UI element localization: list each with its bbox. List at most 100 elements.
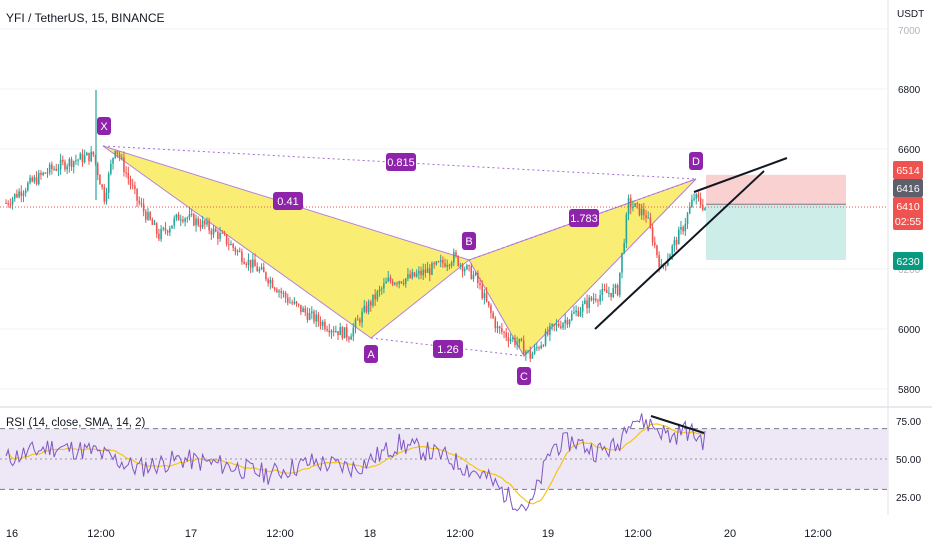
candle-body xyxy=(645,215,647,218)
candle-body xyxy=(16,193,18,198)
candle-body xyxy=(477,272,479,283)
point-label-d: D xyxy=(689,152,703,170)
candle-body xyxy=(579,311,582,317)
candle-body xyxy=(669,254,671,260)
ratio-label-box xyxy=(569,209,599,227)
candle-body xyxy=(230,243,232,246)
candle-body xyxy=(629,198,632,208)
candle-body xyxy=(531,353,534,359)
candle-body xyxy=(42,172,44,175)
candle-body xyxy=(605,289,608,293)
candle-body xyxy=(302,308,304,313)
point-label-text: D xyxy=(692,156,700,168)
candle-body xyxy=(72,161,75,167)
rsi-title: RSI (14, close, SMA, 14, 2) xyxy=(6,417,146,429)
candle-body xyxy=(649,217,652,228)
candle-body xyxy=(538,347,540,349)
candle-body xyxy=(9,204,12,206)
candle-body xyxy=(446,264,449,267)
candle-body xyxy=(424,269,427,273)
candle-body xyxy=(155,223,158,234)
candle-body xyxy=(612,287,615,297)
candle-body xyxy=(116,151,119,154)
point-label-text: C xyxy=(520,371,528,383)
rsi-line xyxy=(5,413,706,512)
candle-body xyxy=(324,321,326,330)
ratio-label-text: 0.41 xyxy=(277,196,298,208)
candle-body xyxy=(514,338,516,345)
time-tick: 12:00 xyxy=(87,528,115,540)
candle-body xyxy=(389,277,392,282)
candle-body xyxy=(562,323,564,328)
candle-body xyxy=(265,272,267,280)
candle-body xyxy=(557,323,560,327)
candle-body xyxy=(442,260,444,264)
candle-body xyxy=(83,155,86,163)
candle-body xyxy=(376,291,379,300)
candles xyxy=(5,146,706,363)
candle-body xyxy=(492,312,494,318)
target-price-badge-box xyxy=(893,252,923,270)
candle-body xyxy=(359,319,361,323)
point-label-text: B xyxy=(465,236,472,248)
rsi-tick: 25.00 xyxy=(896,493,921,504)
candle-body xyxy=(485,293,488,302)
candle-body xyxy=(529,350,532,359)
candle-body xyxy=(238,250,241,252)
candle-body xyxy=(217,231,219,239)
candle-body xyxy=(262,267,265,273)
candle-body xyxy=(398,281,400,284)
candle-body xyxy=(361,311,363,323)
candle-body xyxy=(520,338,523,341)
candle-body xyxy=(147,212,149,220)
candle-body xyxy=(490,305,492,313)
candle-body xyxy=(568,320,571,325)
candle-body xyxy=(337,331,339,336)
candle-body xyxy=(431,263,433,275)
candle-body xyxy=(391,281,394,285)
candle-body xyxy=(223,233,226,235)
candle-body xyxy=(276,289,278,293)
candle-body xyxy=(542,345,545,347)
candle-body xyxy=(590,297,593,301)
candle-body xyxy=(345,327,348,338)
countdown-text: 02:55 xyxy=(895,216,921,228)
last-price-text: 6410 xyxy=(896,201,920,213)
candle-body xyxy=(339,327,342,336)
candle-body xyxy=(20,191,23,196)
candle-body xyxy=(470,266,473,279)
stop-price-badge: 6514 xyxy=(893,161,923,179)
candle-body xyxy=(319,321,322,326)
candle-body xyxy=(448,264,451,266)
candle-body xyxy=(383,283,385,289)
candle-body xyxy=(225,234,228,245)
candle-body xyxy=(507,337,510,342)
candle-body xyxy=(566,319,569,325)
candle-body xyxy=(632,206,634,208)
candle-body xyxy=(352,327,355,337)
candle-body xyxy=(86,152,88,156)
candle-body xyxy=(350,336,352,340)
candle-body xyxy=(92,151,95,156)
candle-body xyxy=(68,159,71,167)
candle-body xyxy=(533,347,536,354)
entry-price-badge: 6416 xyxy=(893,179,923,197)
candle-body xyxy=(518,338,521,343)
trendline-upper xyxy=(693,157,788,193)
candle-body xyxy=(13,193,16,199)
candle-body xyxy=(463,269,466,272)
candle-body xyxy=(356,319,359,321)
candle-body xyxy=(282,292,285,294)
ratio-label-text: 1.26 xyxy=(437,344,458,356)
candle-body xyxy=(647,217,650,219)
point-label-c: C xyxy=(517,367,531,385)
candle-body xyxy=(252,259,254,268)
candle-body xyxy=(640,208,643,216)
candle-body xyxy=(481,285,483,299)
candle-body xyxy=(317,314,320,322)
candle-body xyxy=(18,191,20,198)
candle-body xyxy=(64,161,66,170)
candle-body xyxy=(118,153,121,158)
candle-body xyxy=(553,324,556,326)
